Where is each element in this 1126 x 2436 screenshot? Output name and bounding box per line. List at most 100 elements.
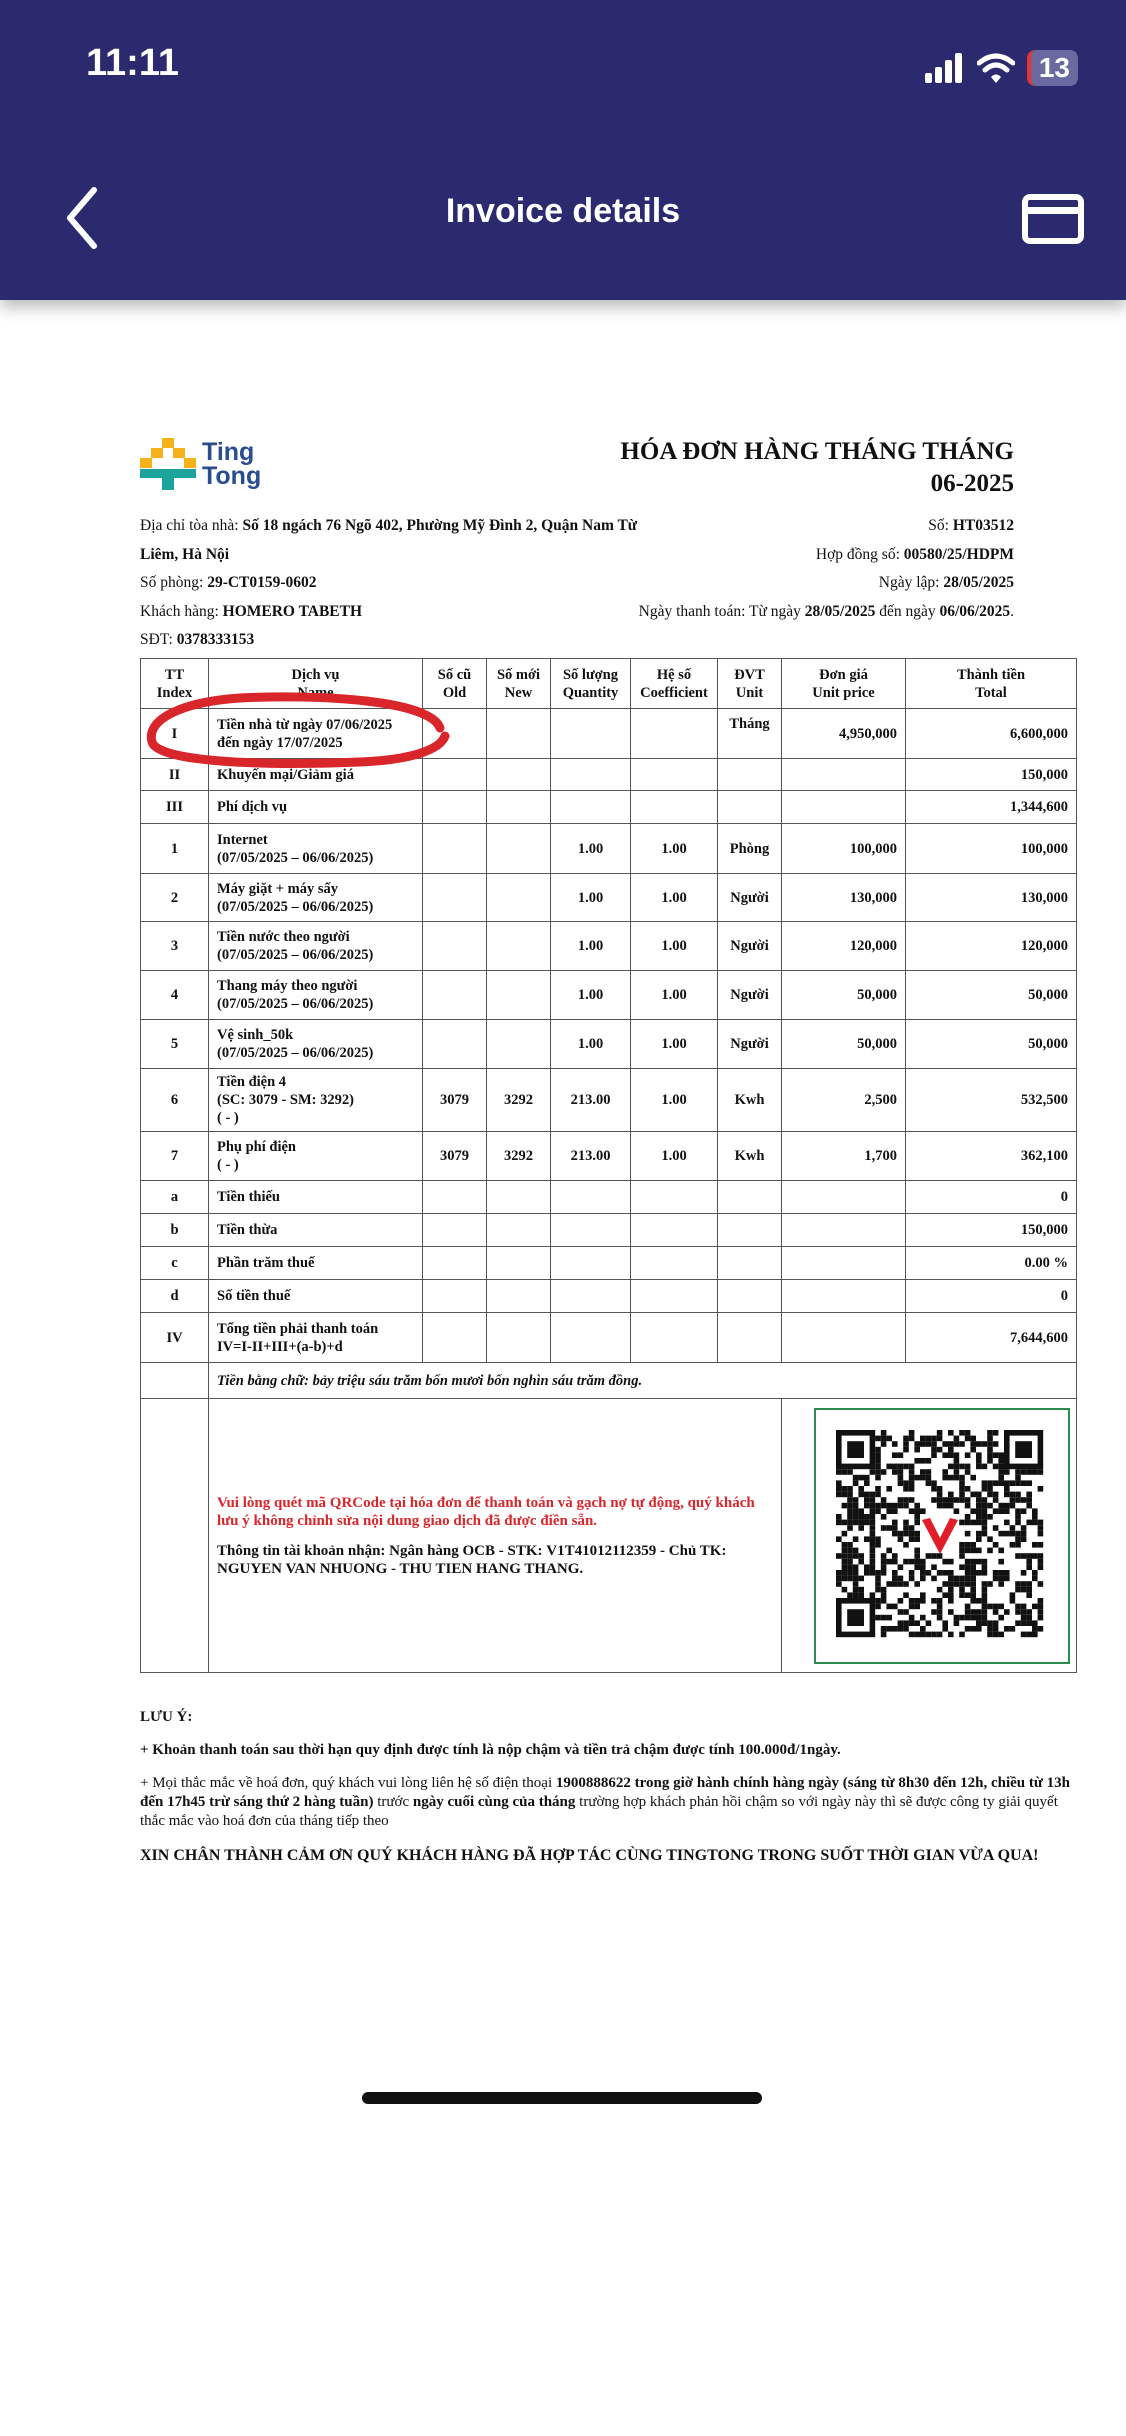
table-cell: c	[140, 1246, 209, 1280]
table-cell: 130,000	[781, 873, 906, 922]
table-cell	[717, 1312, 782, 1363]
table-cell: 1.00	[630, 1019, 718, 1069]
table-row: c Phần trăm thuế 0.00 %	[140, 1246, 1077, 1280]
column-header: Số lượng Quantity	[550, 658, 631, 709]
amount-in-words-row: Tiền bằng chữ: bảy triệu sáu trăm bốn mư…	[140, 1362, 1077, 1399]
table-cell: Phần trăm thuế	[208, 1246, 423, 1280]
tingtong-logo: Ting Tong	[140, 438, 261, 490]
back-button[interactable]	[62, 186, 102, 255]
table-cell	[486, 1246, 551, 1280]
table-cell: 100,000	[905, 823, 1077, 874]
table-cell: 1	[140, 823, 209, 874]
table-cell	[717, 790, 782, 824]
table-cell	[486, 1180, 551, 1214]
table-row: 6 Tiền điện 4 (SC: 3079 - SM: 3292) ( - )…	[140, 1068, 1077, 1132]
table-cell	[550, 758, 631, 791]
table-cell	[422, 1279, 487, 1313]
table-cell	[550, 1246, 631, 1280]
table-cell: 3292	[486, 1068, 551, 1132]
table-cell: Phòng	[717, 823, 782, 874]
table-cell	[486, 1312, 551, 1363]
table-cell	[781, 1213, 906, 1247]
table-cell	[422, 1246, 487, 1280]
table-cell: a	[140, 1180, 209, 1214]
table-cell: 100,000	[781, 823, 906, 874]
customer-name: Khách hàng: HOMERO TABETH	[140, 602, 363, 620]
table-cell	[550, 1213, 631, 1247]
invoice-title: HÓA ĐƠN HÀNG THÁNG THÁNG 06-2025	[620, 438, 1014, 497]
table-cell: 6,600,000	[905, 708, 1077, 759]
card-icon	[1022, 194, 1084, 244]
column-header: Số mới New	[486, 658, 551, 709]
table-cell	[422, 970, 487, 1020]
table-cell: II	[140, 758, 209, 791]
table-cell: Kwh	[717, 1068, 782, 1132]
table-row: a Tiền thiếu 0	[140, 1180, 1077, 1214]
table-cell	[630, 708, 718, 759]
table-row: b Tiền thừa 150,000	[140, 1213, 1077, 1247]
table-cell	[781, 790, 906, 824]
payment-qr-code[interactable]	[814, 1407, 1070, 1664]
phone-number: SĐT: 0378333153	[140, 631, 255, 648]
table-cell: 1.00	[630, 1131, 718, 1181]
table-cell: Kwh	[717, 1131, 782, 1181]
card-button[interactable]	[1022, 194, 1084, 249]
invoice-number: Số: HT03512	[928, 517, 1014, 534]
table-cell: 50,000	[781, 1019, 906, 1069]
invoice-info-right: Số: HT03512 Hợp đồng số: 00580/25/HDPM N…	[454, 512, 1014, 626]
table-cell	[781, 1312, 906, 1363]
logo-line2: Tong	[202, 462, 262, 490]
building-address: Địa chỉ tòa nhà: Số 18 ngách 76 Ngõ 402,…	[140, 517, 638, 563]
page-title: Invoice details	[445, 192, 681, 230]
table-cell: Tháng	[717, 708, 782, 759]
table-cell	[717, 1180, 782, 1214]
table-row: I Tiền nhà từ ngày 07/06/2025 đến ngày 17…	[140, 708, 1077, 759]
status-icons: 13	[924, 50, 1078, 86]
battery-icon: 13	[1026, 50, 1078, 86]
table-cell: Người	[717, 921, 782, 971]
table-cell	[781, 1246, 906, 1280]
table-cell	[550, 708, 631, 759]
table-cell	[550, 1279, 631, 1313]
table-cell: 7,644,600	[905, 1312, 1077, 1363]
table-cell: Tiền điện 4 (SC: 3079 - SM: 3292) ( - )	[208, 1068, 423, 1132]
table-cell	[781, 758, 906, 791]
contact-note: + Mọi thắc mắc về hoá đơn, quý khách vui…	[140, 1775, 1070, 1829]
table-cell	[630, 1312, 718, 1363]
table-cell: Internet (07/05/2025 – 06/06/2025)	[208, 823, 423, 874]
table-cell: 2	[140, 873, 209, 922]
table-cell: Phí dịch vụ	[208, 790, 423, 824]
table-cell: 213.00	[550, 1068, 631, 1132]
table-cell	[422, 921, 487, 971]
table-cell: 3079	[422, 1131, 487, 1181]
table-cell: 0	[905, 1279, 1077, 1313]
table-cell	[630, 1213, 718, 1247]
table-cell: d	[140, 1279, 209, 1313]
table-cell	[422, 1180, 487, 1214]
table-cell: Tổng tiền phải thanh toán IV=I-II+III+(a…	[208, 1312, 423, 1363]
wifi-icon	[976, 53, 1015, 83]
table-cell: 50,000	[905, 1019, 1077, 1069]
payment-instructions: Vui lòng quét mã QRCode tại hóa đơn để t…	[208, 1398, 782, 1673]
red-annotation-circle	[146, 692, 450, 768]
table-cell: Tiền nhà từ ngày 07/06/2025 đến ngày 17/…	[208, 708, 423, 759]
table-cell: 213.00	[550, 1131, 631, 1181]
table-cell	[486, 1279, 551, 1313]
table-cell	[486, 823, 551, 874]
table-cell: 130,000	[905, 873, 1077, 922]
table-cell: 120,000	[905, 921, 1077, 971]
qr-code-icon	[836, 1429, 1044, 1637]
table-cell: 532,500	[905, 1068, 1077, 1132]
home-indicator[interactable]	[362, 2092, 762, 2104]
signal-icon	[924, 53, 962, 83]
table-cell	[486, 708, 551, 759]
table-cell: IV	[140, 1312, 209, 1363]
table-cell: Tiền thừa	[208, 1213, 423, 1247]
contract-number: Hợp đồng số: 00580/25/HDPM	[815, 545, 1014, 563]
table-cell: 1,344,600	[905, 790, 1077, 824]
table-cell: Số tiền thuế	[208, 1279, 423, 1313]
table-cell	[486, 1213, 551, 1247]
table-cell: 7	[140, 1131, 209, 1181]
table-row: 7 Phụ phí điện ( - ) 3079 3292 213.00 1.00 Kwh…	[140, 1131, 1077, 1181]
app-header: 11:11 13 Invoice details	[0, 0, 1126, 300]
